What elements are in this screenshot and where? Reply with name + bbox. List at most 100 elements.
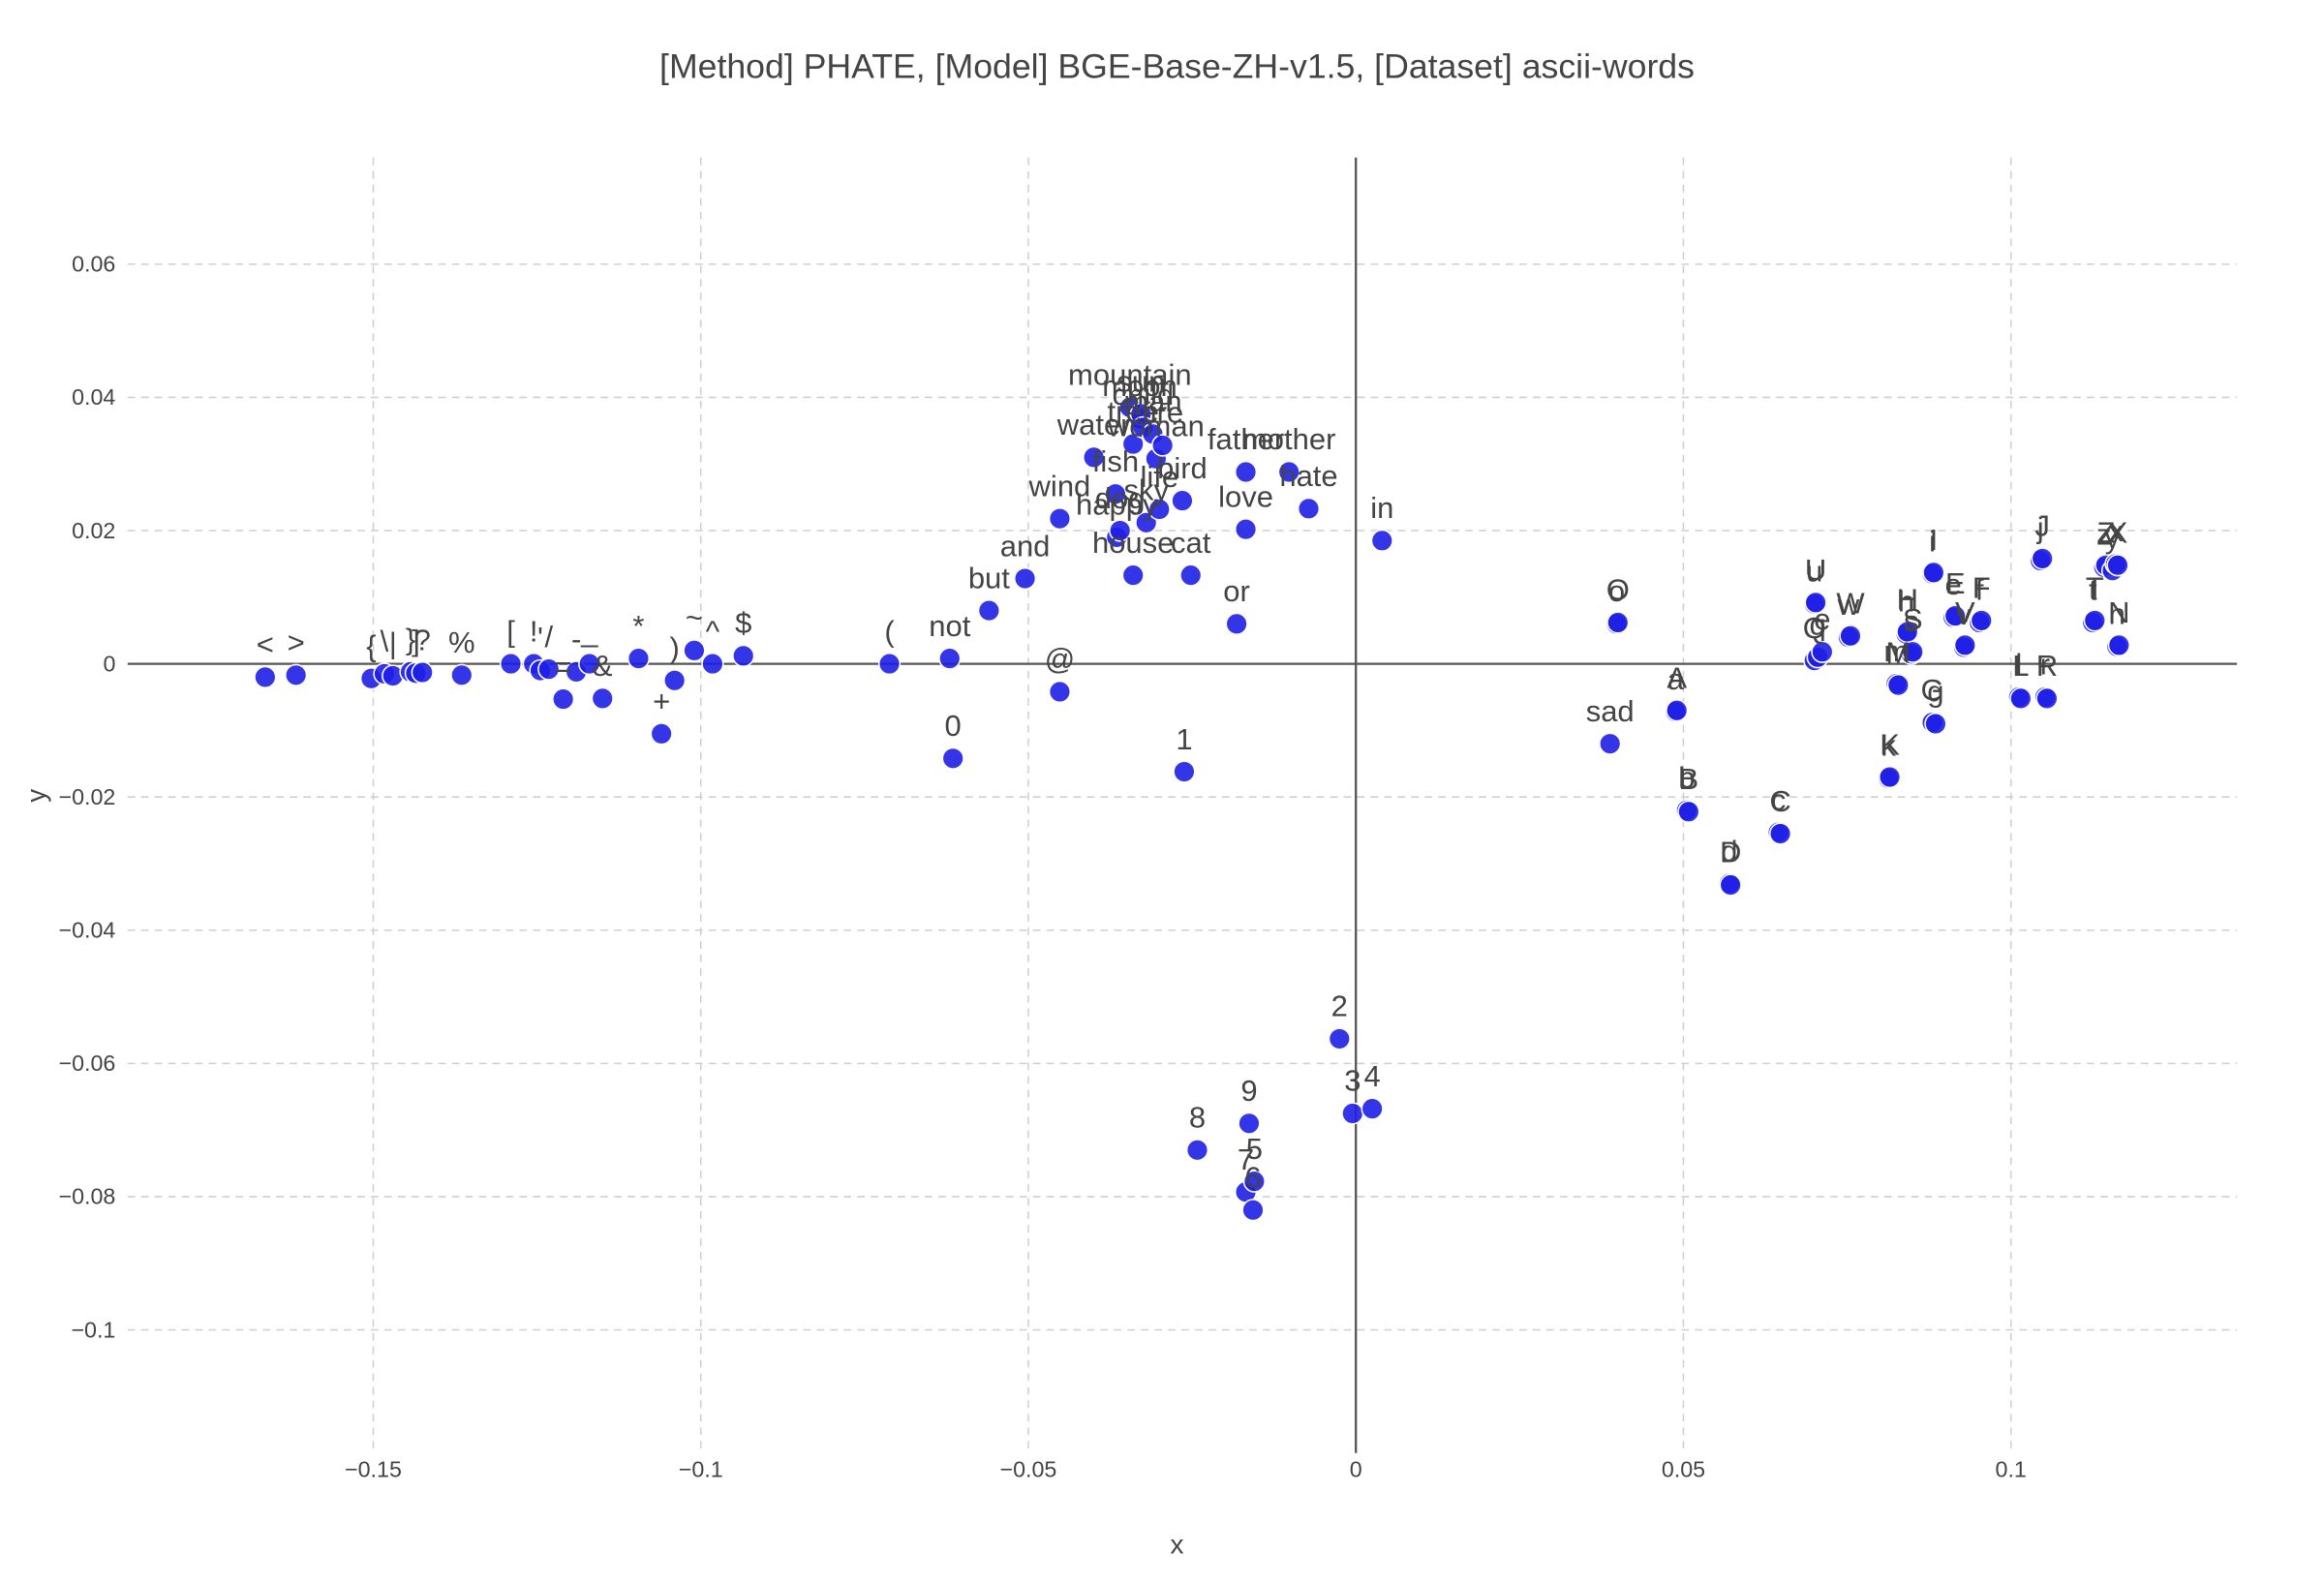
point-label: 4 xyxy=(1363,1059,1380,1093)
point-label: e xyxy=(1945,567,1962,601)
point-label: man xyxy=(1123,384,1181,418)
point-label: ] xyxy=(412,624,420,657)
y-tick-label: −0.08 xyxy=(59,1184,116,1209)
tick-labels: −0.15 −0.1 −0.05 0 0.05 0.10.060.040.020−0.02… xyxy=(59,252,2027,1482)
data-point xyxy=(1173,760,1196,783)
data-point xyxy=(1179,564,1203,587)
y-tick-label: 0 xyxy=(103,651,115,676)
point-label: hate xyxy=(1279,459,1337,493)
point-label: v xyxy=(1956,597,1972,631)
y-axis-label: y xyxy=(21,789,51,803)
data-point xyxy=(1811,640,1834,663)
data-point xyxy=(1121,432,1145,456)
point-label: j xyxy=(2036,511,2044,545)
point-label: y xyxy=(2105,521,2121,555)
point-label: G xyxy=(1920,673,1943,707)
point-label: % xyxy=(448,625,475,659)
x-tick-label: 0.1 xyxy=(1996,1457,2027,1482)
zero-axes xyxy=(127,157,2238,1453)
point-label: L xyxy=(2012,649,2029,683)
point-label: x xyxy=(2108,514,2124,548)
point-label: E xyxy=(1945,566,1966,600)
point-label: ? xyxy=(414,623,431,656)
data-point xyxy=(1901,640,1924,663)
data-point xyxy=(1121,564,1145,587)
data-point xyxy=(1147,498,1171,521)
y-tick-label: −0.04 xyxy=(59,918,116,943)
x-axis-label: x xyxy=(1171,1530,1184,1560)
point-label: moon xyxy=(1102,369,1177,403)
data-point xyxy=(2106,554,2129,577)
data-point xyxy=(254,665,277,688)
point-label: 8 xyxy=(1189,1101,1206,1135)
data-point xyxy=(1171,489,1194,512)
data-point xyxy=(1104,482,1127,505)
point-label: d xyxy=(1721,834,1737,868)
point-label: b xyxy=(1678,761,1695,795)
point-label: sun xyxy=(1116,364,1165,398)
data-point xyxy=(977,598,1001,623)
point-label: m xyxy=(1883,634,1909,668)
data-point xyxy=(1151,434,1175,457)
point-label: 6 xyxy=(1244,1160,1261,1194)
x-tick-label: 0.05 xyxy=(1662,1457,1705,1482)
point-label: but xyxy=(968,561,1010,594)
point-label: house xyxy=(1092,526,1174,560)
data-point xyxy=(1234,460,1258,484)
point-label: \ xyxy=(381,624,389,658)
point-label: fish xyxy=(1092,444,1139,478)
y-tick-label: −0.1 xyxy=(71,1317,115,1342)
x-tick-label: −0.1 xyxy=(679,1457,723,1482)
data-point xyxy=(450,663,474,686)
point-label: tree xyxy=(1107,394,1158,428)
data-point xyxy=(591,686,614,711)
data-points xyxy=(254,396,2130,1222)
point-label: l xyxy=(2015,648,2022,682)
data-point xyxy=(1922,561,1945,584)
data-point xyxy=(1234,518,1258,541)
point-label: happy xyxy=(1076,488,1158,522)
point-label: O xyxy=(1606,573,1630,607)
data-point xyxy=(627,647,651,670)
point-label: F xyxy=(1972,571,1991,605)
point-label: sad xyxy=(1586,694,1635,728)
point-label: & xyxy=(593,649,613,683)
data-point xyxy=(1768,822,1792,845)
data-point xyxy=(1241,1199,1265,1222)
point-label: ~ xyxy=(686,601,703,635)
point-label: and xyxy=(1000,529,1051,563)
point-label: N xyxy=(2108,595,2129,629)
data-point xyxy=(1109,519,1132,542)
y-tick-label: 0.06 xyxy=(72,252,115,277)
y-tick-label: −0.06 xyxy=(59,1051,116,1076)
point-label: W xyxy=(1836,586,1865,620)
point-label: - xyxy=(571,623,581,656)
point-label: U xyxy=(1805,553,1826,587)
data-point xyxy=(1719,873,1742,897)
point-label: ^ xyxy=(706,614,720,648)
point-label: 1 xyxy=(1176,722,1192,756)
point-label: Z xyxy=(2096,516,2115,550)
data-point xyxy=(1839,624,1862,648)
data-point xyxy=(938,647,962,670)
data-point xyxy=(701,652,724,676)
point-label: bird xyxy=(1157,451,1208,485)
point-label: w xyxy=(1837,588,1860,622)
point-label: < xyxy=(257,627,274,661)
point-label: B xyxy=(1679,762,1699,796)
point-label: C xyxy=(1769,784,1790,818)
point-label: K xyxy=(1880,727,1900,761)
chart-title: [Method] PHATE, [Model] BGE-Base-ZH-v1.5… xyxy=(659,47,1695,86)
data-point xyxy=(1666,699,1689,722)
data-point xyxy=(1599,732,1622,755)
point-label: n xyxy=(2109,596,2125,630)
data-point xyxy=(1878,765,1902,789)
point-label: } xyxy=(406,623,415,656)
data-point xyxy=(2083,609,2106,632)
point-label: mother xyxy=(1242,422,1335,456)
data-point xyxy=(1048,507,1072,531)
point-label: ! xyxy=(530,614,538,648)
point-label: a xyxy=(1667,662,1685,696)
point-label: or xyxy=(1223,574,1250,608)
